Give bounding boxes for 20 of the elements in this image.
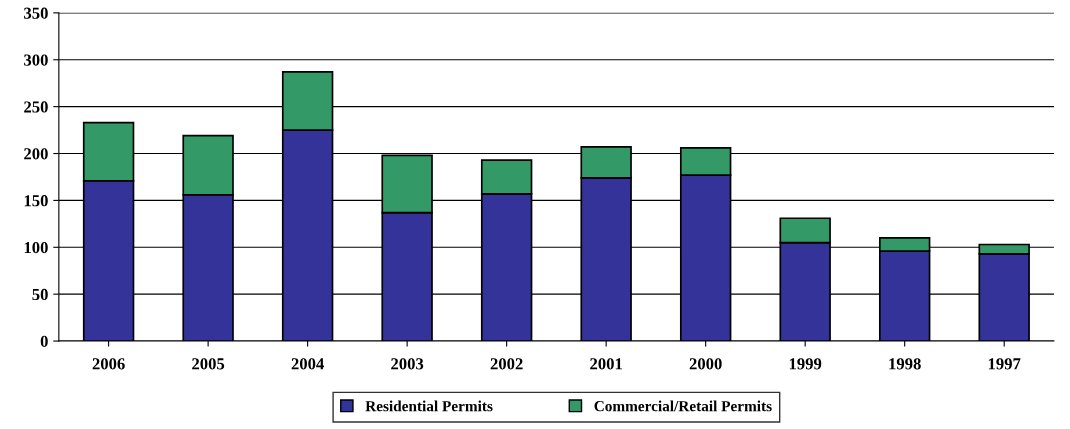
y-tick-label: 300 (24, 54, 48, 66)
x-tick-label: 2000 (689, 358, 722, 370)
x-tick-label: 2003 (391, 358, 424, 370)
x-tick-label: 1999 (789, 358, 822, 370)
y-tick-label: 200 (24, 148, 48, 160)
y-tick-label: 350 (24, 7, 48, 19)
y-tick-label: 150 (24, 195, 48, 207)
x-tick-label: 2002 (490, 358, 523, 370)
x-tick-label: 2005 (192, 358, 225, 370)
x-tick-label: 2001 (590, 358, 622, 370)
x-tick-label: 2004 (291, 358, 324, 370)
legend-label: Commercial/Retail Permits (594, 400, 772, 412)
y-tick-label: 50 (32, 288, 48, 301)
y-tick-label: 100 (24, 241, 48, 254)
x-tick-label: 1998 (889, 358, 921, 370)
legend-label: Residential Permits (365, 400, 493, 412)
x-tick-label: 2006 (92, 358, 125, 370)
y-tick-label: 0 (40, 335, 48, 347)
y-tick-label: 250 (24, 101, 48, 113)
x-tick-label: 1997 (988, 358, 1021, 370)
